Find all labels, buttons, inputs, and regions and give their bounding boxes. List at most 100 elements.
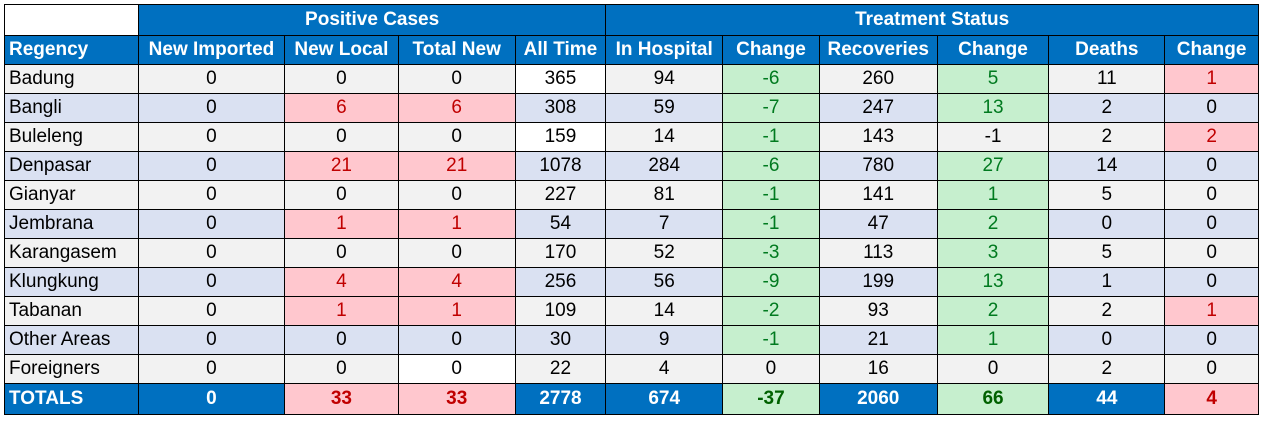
data-cell[interactable]: 0 [1164,180,1259,210]
data-cell[interactable]: 21 [818,325,938,355]
data-cell[interactable]: 0 [397,238,516,268]
data-cell[interactable]: 0 [137,238,285,268]
data-cell[interactable]: 14 [605,122,724,152]
data-cell[interactable]: 0 [1164,238,1259,268]
regency-name-cell[interactable]: Buleleng [4,122,139,152]
column-header[interactable]: All Time [514,35,607,65]
corner-blank-cell[interactable] [4,4,139,36]
data-cell[interactable]: 170 [514,238,607,268]
column-header[interactable]: Change [1164,35,1259,65]
data-cell[interactable]: 1 [936,180,1050,210]
totals-cell[interactable]: 66 [936,383,1050,415]
data-cell[interactable]: 6 [283,93,399,123]
data-cell[interactable]: 0 [1048,325,1166,355]
data-cell[interactable]: 0 [1164,354,1259,384]
data-cell[interactable]: 0 [397,325,516,355]
data-cell[interactable]: 2 [1164,122,1259,152]
data-cell[interactable]: 0 [1048,209,1166,239]
column-header[interactable]: Regency [4,35,139,65]
data-cell[interactable]: 109 [514,296,607,326]
totals-cell[interactable]: 4 [1164,383,1259,415]
regency-name-cell[interactable]: Gianyar [4,180,139,210]
column-header[interactable]: Change [722,35,820,65]
regency-name-cell[interactable]: Denpasar [4,151,139,181]
data-cell[interactable]: 54 [514,209,607,239]
data-cell[interactable]: 7 [605,209,724,239]
data-cell[interactable]: 59 [605,93,724,123]
data-cell[interactable]: 0 [1164,93,1259,123]
data-cell[interactable]: 56 [605,267,724,297]
data-cell[interactable]: 5 [1048,180,1166,210]
data-cell[interactable]: 1078 [514,151,607,181]
totals-label-cell[interactable]: TOTALS [4,383,139,415]
data-cell[interactable]: 81 [605,180,724,210]
regency-name-cell[interactable]: Badung [4,64,139,94]
regency-name-cell[interactable]: Bangli [4,93,139,123]
data-cell[interactable]: 0 [137,122,285,152]
totals-cell[interactable]: 33 [397,383,516,415]
data-cell[interactable]: 14 [605,296,724,326]
data-cell[interactable]: 4 [283,267,399,297]
data-cell[interactable]: 2 [1048,296,1166,326]
totals-cell[interactable]: 0 [137,383,285,415]
data-cell[interactable]: 0 [137,267,285,297]
column-header[interactable]: Recoveries [818,35,938,65]
data-cell[interactable]: 159 [514,122,607,152]
column-header[interactable]: Change [936,35,1050,65]
data-cell[interactable]: 2 [1048,122,1166,152]
data-cell[interactable]: -6 [722,64,820,94]
data-cell[interactable]: 2 [1048,93,1166,123]
data-cell[interactable]: 0 [137,151,285,181]
data-cell[interactable]: 4 [605,354,724,384]
data-cell[interactable]: 199 [818,267,938,297]
data-cell[interactable]: 22 [514,354,607,384]
data-cell[interactable]: 0 [397,122,516,152]
data-cell[interactable]: 0 [283,180,399,210]
data-cell[interactable]: 227 [514,180,607,210]
data-cell[interactable]: 4 [397,267,516,297]
data-cell[interactable]: 16 [818,354,938,384]
data-cell[interactable]: 27 [936,151,1050,181]
column-header[interactable]: Total New [397,35,516,65]
data-cell[interactable]: 94 [605,64,724,94]
data-cell[interactable]: -1 [722,122,820,152]
data-cell[interactable]: 256 [514,267,607,297]
data-cell[interactable]: 2 [936,296,1050,326]
data-cell[interactable]: 0 [722,354,820,384]
data-cell[interactable]: 0 [137,354,285,384]
totals-cell[interactable]: 2060 [818,383,938,415]
data-cell[interactable]: 260 [818,64,938,94]
regency-name-cell[interactable]: Foreigners [4,354,139,384]
data-cell[interactable]: 247 [818,93,938,123]
data-cell[interactable]: 2 [936,209,1050,239]
data-cell[interactable]: 1 [936,325,1050,355]
treatment-status-group-header[interactable]: Treatment Status [605,4,1259,36]
data-cell[interactable]: 13 [936,267,1050,297]
column-header[interactable]: In Hospital [605,35,724,65]
data-cell[interactable]: 5 [936,64,1050,94]
data-cell[interactable]: -6 [722,151,820,181]
data-cell[interactable]: 0 [1164,209,1259,239]
totals-cell[interactable]: 674 [605,383,724,415]
data-cell[interactable]: 780 [818,151,938,181]
data-cell[interactable]: 113 [818,238,938,268]
data-cell[interactable]: 0 [137,325,285,355]
data-cell[interactable]: 0 [283,354,399,384]
data-cell[interactable]: 0 [137,296,285,326]
column-header[interactable]: Deaths [1048,35,1166,65]
data-cell[interactable]: 1 [1048,267,1166,297]
data-cell[interactable]: 143 [818,122,938,152]
regency-name-cell[interactable]: Jembrana [4,209,139,239]
data-cell[interactable]: -7 [722,93,820,123]
data-cell[interactable]: -1 [936,122,1050,152]
data-cell[interactable]: 52 [605,238,724,268]
data-cell[interactable]: 0 [137,93,285,123]
data-cell[interactable]: 30 [514,325,607,355]
data-cell[interactable]: 0 [137,180,285,210]
data-cell[interactable]: 1 [283,209,399,239]
totals-cell[interactable]: -37 [722,383,820,415]
data-cell[interactable]: 0 [397,180,516,210]
data-cell[interactable]: 0 [283,238,399,268]
data-cell[interactable]: -9 [722,267,820,297]
data-cell[interactable]: 1 [397,209,516,239]
